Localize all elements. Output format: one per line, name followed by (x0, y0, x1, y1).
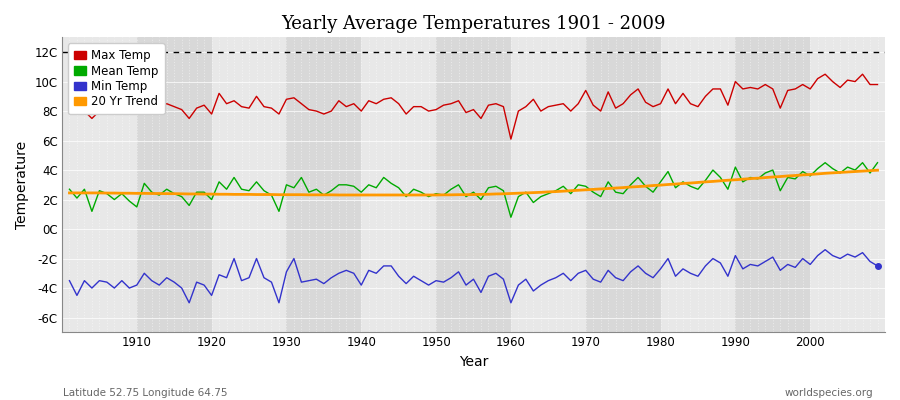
Text: Latitude 52.75 Longitude 64.75: Latitude 52.75 Longitude 64.75 (63, 388, 228, 398)
Bar (586, 37, 661, 332)
Title: Yearly Average Temperatures 1901 - 2009: Yearly Average Temperatures 1901 - 2009 (281, 15, 666, 33)
Bar (511, 37, 586, 332)
Bar (286, 37, 361, 332)
Bar (810, 37, 885, 332)
Bar (212, 37, 286, 332)
Bar (62, 37, 137, 332)
Bar (436, 37, 511, 332)
Text: worldspecies.org: worldspecies.org (785, 388, 873, 398)
X-axis label: Year: Year (459, 355, 488, 369)
Bar (661, 37, 735, 332)
Bar (361, 37, 436, 332)
Y-axis label: Temperature: Temperature (15, 141, 29, 229)
Bar (137, 37, 211, 332)
Bar (735, 37, 810, 332)
Legend: Max Temp, Mean Temp, Min Temp, 20 Yr Trend: Max Temp, Mean Temp, Min Temp, 20 Yr Tre… (68, 43, 165, 114)
